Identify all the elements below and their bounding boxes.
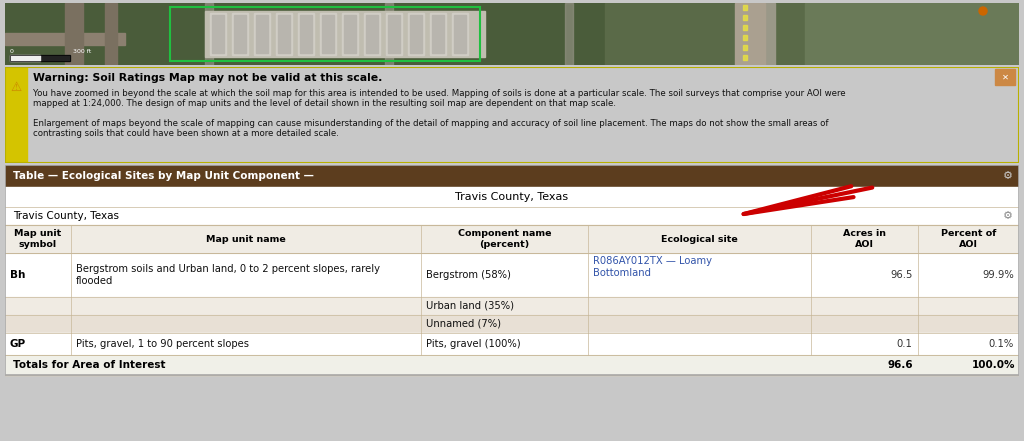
Bar (5, 333, 1019, 355)
Bar (5, 225, 1019, 253)
Text: 0: 0 (10, 49, 14, 54)
Bar (5, 165, 1019, 187)
Bar (232, 13, 248, 55)
Bar (5, 187, 1019, 207)
Text: Pits, gravel, 1 to 90 percent slopes: Pits, gravel, 1 to 90 percent slopes (76, 339, 249, 349)
Text: Ecological site: Ecological site (662, 235, 738, 243)
Bar (342, 13, 358, 55)
Text: Acres in
AOI: Acres in AOI (843, 229, 886, 249)
Bar (210, 13, 226, 55)
Bar (205, 11, 485, 57)
Bar (410, 15, 422, 53)
Text: Travis County, Texas: Travis County, Texas (13, 211, 119, 221)
Circle shape (979, 7, 987, 15)
Text: Enlargement of maps beyond the scale of mapping can cause misunderstanding of th: Enlargement of maps beyond the scale of … (33, 119, 828, 138)
Bar (454, 15, 466, 53)
Text: ⚙: ⚙ (1002, 211, 1013, 221)
Bar (995, 69, 1015, 85)
Text: You have zoomed in beyond the scale at which the soil map for this area is inten: You have zoomed in beyond the scale at w… (33, 89, 846, 108)
Bar (452, 13, 468, 55)
Text: 300 ft: 300 ft (73, 49, 91, 54)
Bar (278, 15, 290, 53)
Bar (10, 55, 70, 61)
Bar (322, 15, 334, 53)
Bar (5, 33, 125, 45)
Bar (5, 253, 1019, 297)
Text: Pits, gravel (100%): Pits, gravel (100%) (426, 339, 520, 349)
Bar (743, 35, 746, 40)
Text: ⚙: ⚙ (1002, 171, 1013, 181)
Bar (5, 297, 1019, 315)
Text: Map unit
symbol: Map unit symbol (14, 229, 61, 249)
Bar (234, 15, 246, 53)
Bar (254, 13, 270, 55)
Bar (276, 13, 292, 55)
Bar (605, 3, 805, 65)
Bar (366, 15, 378, 53)
Bar (735, 3, 765, 65)
Text: ✕: ✕ (1001, 72, 1009, 82)
Bar (65, 3, 83, 65)
Text: 100.0%: 100.0% (972, 360, 1015, 370)
Bar (388, 15, 400, 53)
Bar (743, 55, 746, 60)
Text: Map unit name: Map unit name (206, 235, 286, 243)
Bar (432, 15, 444, 53)
Bar (805, 3, 1019, 65)
Bar (5, 67, 27, 163)
Bar (386, 13, 402, 55)
Text: 96.5: 96.5 (890, 270, 912, 280)
Text: Bergstrom soils and Urban land, 0 to 2 percent slopes, rarely
flooded: Bergstrom soils and Urban land, 0 to 2 p… (76, 264, 380, 286)
Bar (743, 5, 746, 10)
Bar (256, 15, 268, 53)
Text: Bergstrom (58%): Bergstrom (58%) (426, 270, 511, 280)
Bar (364, 13, 380, 55)
Bar (430, 13, 446, 55)
Bar (344, 15, 356, 53)
Bar (205, 3, 213, 65)
Text: Component name
(percent): Component name (percent) (458, 229, 551, 249)
Bar (755, 3, 775, 65)
Bar (319, 13, 336, 55)
Bar (565, 3, 573, 65)
Bar (385, 3, 393, 65)
Text: Warning: Soil Ratings Map may not be valid at this scale.: Warning: Soil Ratings Map may not be val… (33, 73, 382, 83)
Bar (10, 55, 40, 61)
Bar (743, 45, 746, 50)
Text: Urban land (35%): Urban land (35%) (426, 301, 514, 311)
Text: Bh: Bh (10, 270, 26, 280)
Bar (298, 13, 314, 55)
Text: 96.6: 96.6 (888, 360, 913, 370)
Text: GP: GP (10, 339, 27, 349)
Text: Table — Ecological Sites by Map Unit Component —: Table — Ecological Sites by Map Unit Com… (13, 171, 314, 181)
Bar (5, 165, 1019, 375)
Bar (105, 3, 117, 65)
Bar (408, 13, 424, 55)
Bar (5, 355, 1019, 375)
Text: 0.1%: 0.1% (989, 339, 1014, 349)
Bar (743, 15, 746, 20)
Text: Percent of
AOI: Percent of AOI (941, 229, 996, 249)
Text: 0.1: 0.1 (897, 339, 912, 349)
Bar (743, 25, 746, 30)
Bar (5, 207, 1019, 225)
Text: 99.9%: 99.9% (982, 270, 1014, 280)
Bar (300, 15, 312, 53)
Text: Travis County, Texas: Travis County, Texas (456, 192, 568, 202)
Text: Totals for Area of Interest: Totals for Area of Interest (13, 360, 166, 370)
Bar (170, 7, 480, 61)
Bar (5, 315, 1019, 333)
Text: Unnamed (7%): Unnamed (7%) (426, 319, 501, 329)
Bar (212, 15, 224, 53)
Text: ⚠: ⚠ (10, 81, 22, 94)
Text: R086AY012TX — Loamy
Bottomland: R086AY012TX — Loamy Bottomland (593, 256, 712, 277)
Bar (10, 55, 70, 61)
